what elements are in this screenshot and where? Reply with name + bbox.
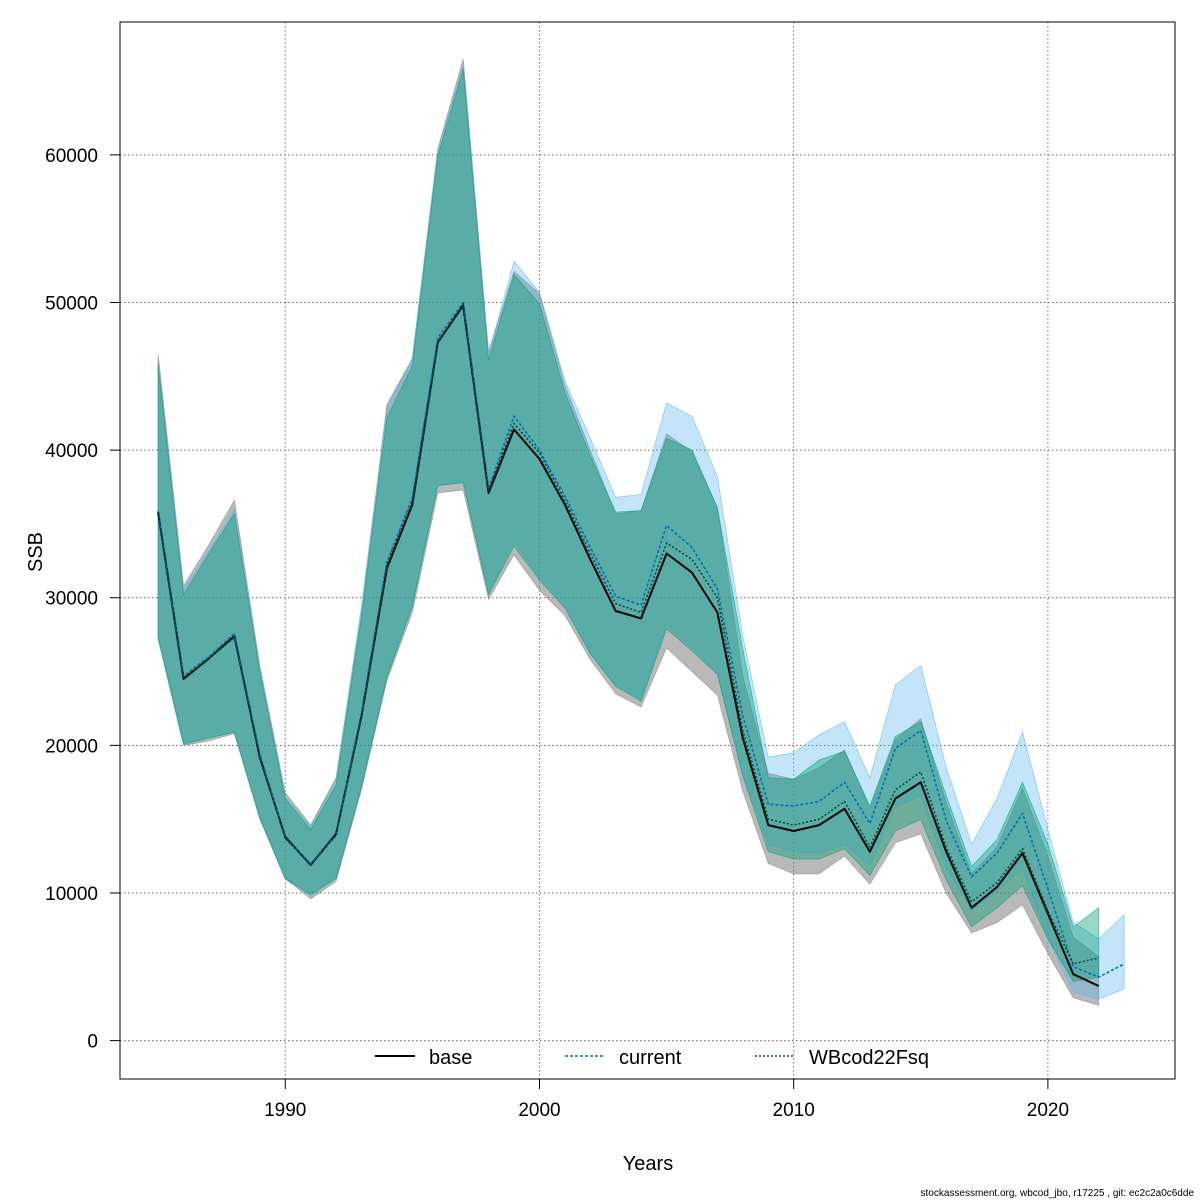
y-tick-label: 20000 bbox=[45, 736, 98, 757]
x-tick-label: 2010 bbox=[773, 1100, 815, 1121]
y-tick-label: 60000 bbox=[45, 146, 98, 167]
y-tick-label: 30000 bbox=[45, 589, 98, 610]
x-axis-title: Years bbox=[623, 1153, 673, 1175]
series-lines bbox=[157, 301, 1125, 987]
footer-credit: stockassessment.org, wbcod_jbo, r17225 ,… bbox=[921, 1188, 1195, 1199]
axis-ticks: 1990 2000 2010 2020 0 10000 20000 30000 40000 500… bbox=[45, 146, 1069, 1121]
y-axis-title: SSB bbox=[25, 532, 47, 572]
y-tick-label: 0 bbox=[87, 1032, 98, 1053]
x-tick-label: 1990 bbox=[264, 1100, 306, 1121]
series-line-WBcod22Fsq bbox=[157, 303, 1099, 965]
legend-label-WBcod22Fsq: WBcod22Fsq bbox=[809, 1047, 929, 1069]
legend-label-current: current bbox=[619, 1047, 682, 1069]
x-tick-label: 2000 bbox=[518, 1100, 560, 1121]
y-tick-label: 50000 bbox=[45, 293, 98, 314]
series-line-current bbox=[157, 301, 1125, 978]
y-tick-label: 40000 bbox=[45, 441, 98, 462]
legend-label-base: base bbox=[429, 1047, 472, 1069]
plot-frame bbox=[119, 21, 1176, 1080]
legend: base current WBcod22Fsq bbox=[375, 1047, 929, 1069]
y-tick-label: 10000 bbox=[45, 884, 98, 905]
x-tick-label: 2020 bbox=[1027, 1100, 1069, 1121]
